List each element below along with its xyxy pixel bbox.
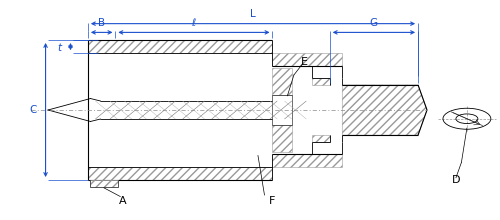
Text: $t$: $t$ bbox=[57, 41, 64, 53]
Polygon shape bbox=[312, 135, 330, 142]
Text: $\ell$: $\ell$ bbox=[191, 16, 197, 28]
Polygon shape bbox=[88, 40, 272, 53]
Text: D: D bbox=[452, 175, 460, 185]
Polygon shape bbox=[272, 125, 292, 152]
Polygon shape bbox=[88, 53, 272, 167]
Text: G: G bbox=[370, 18, 378, 28]
Text: L: L bbox=[250, 9, 256, 19]
Polygon shape bbox=[88, 167, 272, 180]
Text: A: A bbox=[119, 196, 126, 206]
Text: F: F bbox=[269, 196, 276, 206]
Text: E: E bbox=[302, 57, 308, 67]
Text: C: C bbox=[29, 105, 36, 115]
Polygon shape bbox=[272, 68, 292, 95]
Polygon shape bbox=[90, 180, 118, 187]
Polygon shape bbox=[342, 85, 427, 135]
Polygon shape bbox=[272, 154, 342, 167]
Text: B: B bbox=[98, 18, 105, 28]
Polygon shape bbox=[312, 78, 330, 85]
Polygon shape bbox=[272, 53, 342, 66]
